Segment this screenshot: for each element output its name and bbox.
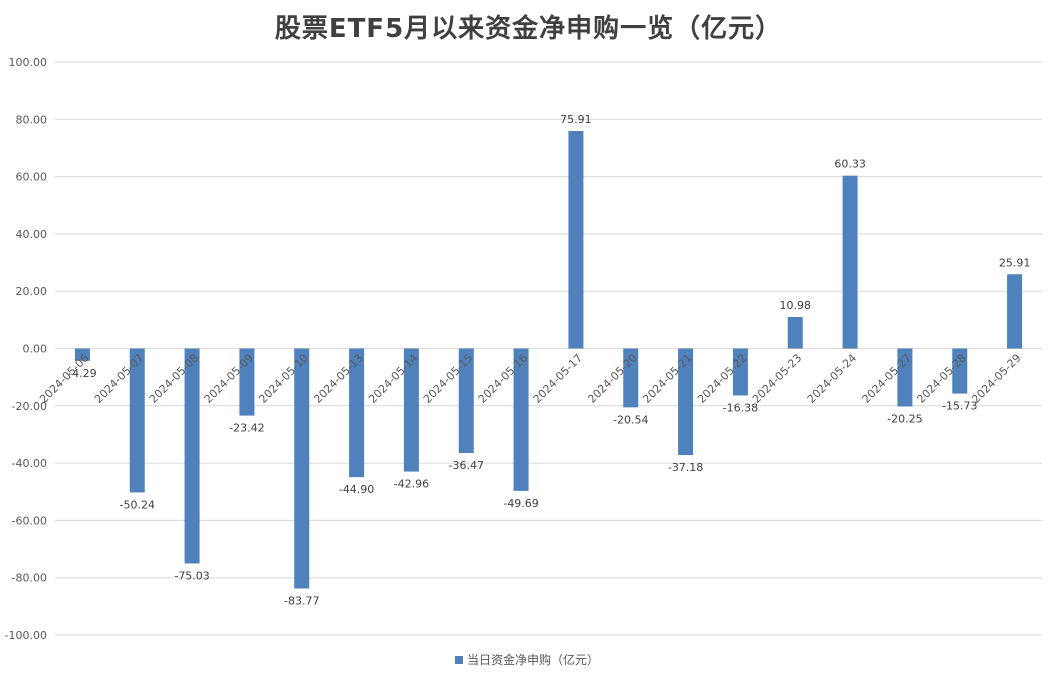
bar [513,348,529,491]
data-label: -83.77 [284,595,319,608]
bar [74,348,90,361]
legend-label: 当日资金净申购（亿元） [467,652,599,667]
y-tick-label: -20.00 [12,400,47,413]
bar [897,348,913,407]
legend-swatch [455,656,463,664]
data-label: -15.73 [942,400,977,413]
bar [294,348,310,589]
data-label: 25.91 [999,256,1031,269]
bars [74,131,1023,589]
bar [403,348,419,472]
bar [1007,274,1023,349]
data-label: -42.96 [394,478,429,491]
data-label: -23.42 [229,422,264,435]
chart-title: 股票ETF5月以来资金净申购一览（亿元） [274,14,783,44]
bar [787,317,803,349]
data-label: 75.91 [560,113,592,126]
bar [239,348,255,416]
bar [952,348,968,394]
data-label: -36.47 [449,459,484,472]
legend: 当日资金净申购（亿元） [455,652,599,667]
y-tick-label: -60.00 [12,514,47,527]
bar [842,175,858,349]
data-label: -50.24 [120,498,155,511]
bar [623,348,639,408]
data-label: -20.54 [613,413,648,426]
data-label: -16.38 [723,401,758,414]
y-tick-label: -40.00 [12,457,47,470]
data-label: -20.25 [887,413,922,426]
y-tick-label: 100.00 [9,56,48,69]
bar [458,348,474,453]
data-label: -49.69 [503,497,538,510]
data-labels: -4.29 -50.24 -75.03 -23.42 -83.77 -44.90 -42.9… [68,113,1030,607]
bar [732,348,748,396]
y-tick-label: 0.00 [23,343,48,356]
y-axis-ticks: 100.00 80.00 60.00 40.00 20.00 0.00 -20.00 -40.… [5,56,47,642]
data-label: -4.29 [68,367,96,380]
bar [349,348,365,478]
y-tick-label: 40.00 [16,228,48,241]
data-label: -44.90 [339,483,374,496]
y-tick-label: -100.00 [5,629,47,642]
data-label: 60.33 [834,158,866,171]
x-tick-label: 2024-05-24 [805,351,859,405]
data-label: -37.18 [668,461,703,474]
bar [568,131,584,349]
x-tick-label: 2024-05-29 [969,351,1023,405]
x-tick-label: 2024-05-17 [531,351,585,405]
y-tick-label: 80.00 [16,113,48,126]
y-tick-label: 20.00 [16,285,48,298]
data-label: -75.03 [174,569,209,582]
bar [184,348,200,564]
bar [129,348,145,493]
bar [678,348,694,456]
y-tick-label: -80.00 [12,572,47,585]
y-tick-label: 60.00 [16,171,48,184]
x-tick-label: 2024-05-23 [750,351,804,405]
data-label: 10.98 [780,299,812,312]
gridlines [55,61,1042,636]
